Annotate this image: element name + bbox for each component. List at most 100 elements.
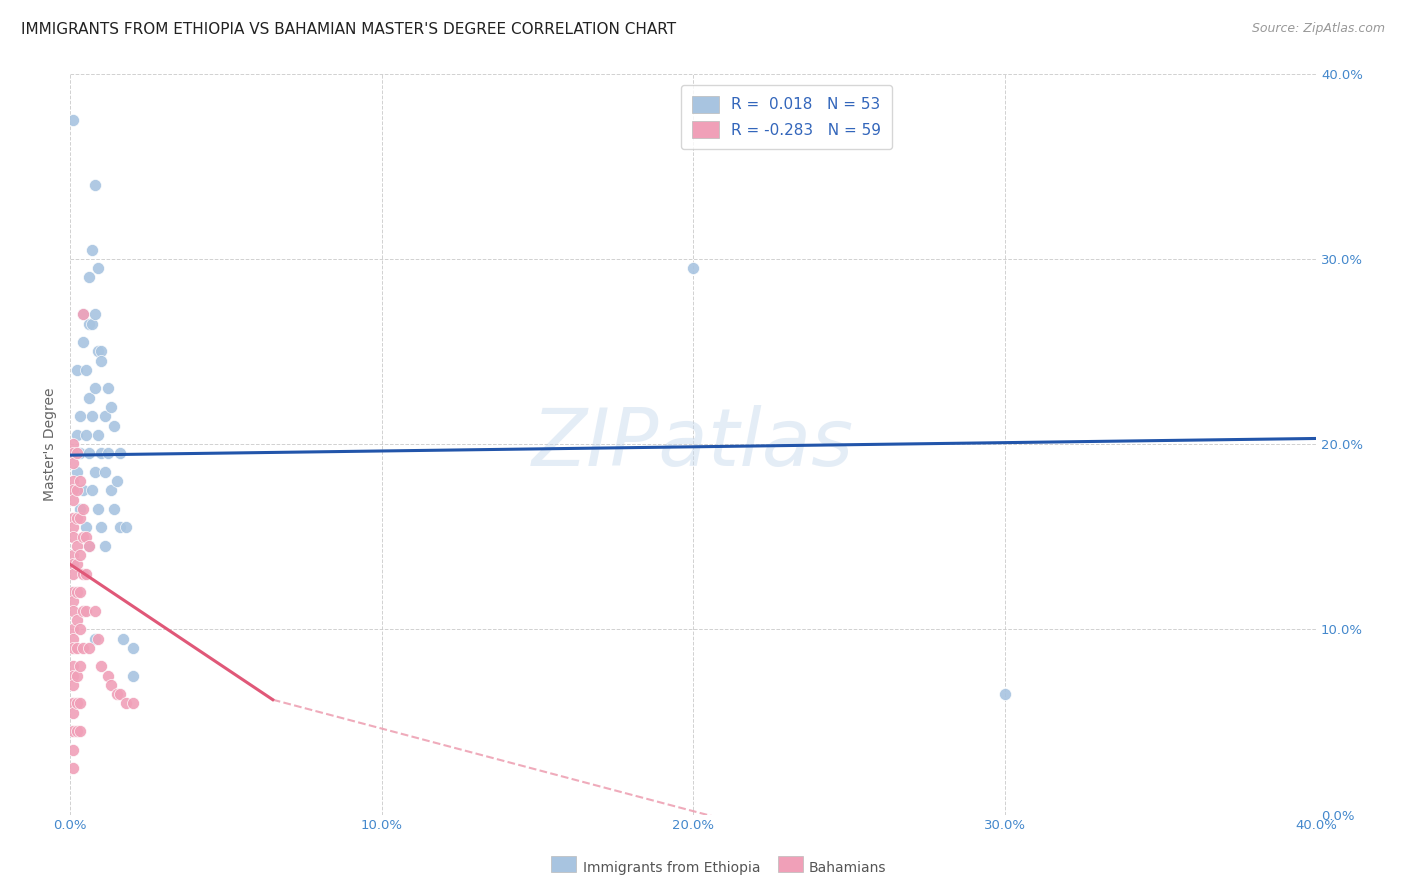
Point [87, 632, 110, 646]
Point [75, 427, 97, 442]
Point [65, 483, 87, 498]
Point [69, 697, 91, 711]
Point [65, 446, 87, 460]
Point [87, 260, 110, 275]
Point [994, 687, 1017, 701]
Point [87, 427, 110, 442]
Point [62, 558, 84, 572]
Point [65, 465, 87, 479]
Point [62, 585, 84, 599]
Point [84, 307, 107, 321]
Point [65, 613, 87, 627]
Point [75, 363, 97, 377]
Point [72, 501, 94, 516]
Point [77, 539, 100, 553]
Point [62, 761, 84, 775]
Point [682, 260, 704, 275]
Point [103, 418, 125, 433]
Point [72, 307, 94, 321]
Y-axis label: Master's Degree: Master's Degree [44, 387, 58, 500]
Point [75, 520, 97, 534]
Point [62, 446, 84, 460]
Point [65, 640, 87, 655]
Point [105, 687, 128, 701]
Text: ZIPatlas: ZIPatlas [531, 405, 855, 483]
Text: Bahamians: Bahamians [808, 861, 886, 875]
Point [65, 511, 87, 525]
Point [72, 640, 94, 655]
Point [62, 446, 84, 460]
Point [75, 604, 97, 618]
Legend: R =  0.018   N = 53, R = -0.283   N = 59: R = 0.018 N = 53, R = -0.283 N = 59 [681, 85, 893, 149]
Text: Source: ZipAtlas.com: Source: ZipAtlas.com [1251, 22, 1385, 36]
Point [62, 474, 84, 488]
Point [90, 353, 112, 368]
Point [62, 492, 84, 507]
Point [62, 437, 84, 451]
Point [84, 381, 107, 395]
Point [62, 548, 84, 562]
Point [84, 604, 107, 618]
Point [62, 678, 84, 692]
Point [62, 632, 84, 646]
Point [121, 697, 143, 711]
Point [90, 344, 112, 359]
Point [62, 530, 84, 544]
Point [115, 697, 138, 711]
Text: IMMIGRANTS FROM ETHIOPIA VS BAHAMIAN MASTER'S DEGREE CORRELATION CHART: IMMIGRANTS FROM ETHIOPIA VS BAHAMIAN MAS… [21, 22, 676, 37]
Bar [778, 856, 803, 872]
Point [62, 566, 84, 581]
Point [62, 697, 84, 711]
Point [93, 409, 115, 424]
Point [62, 520, 84, 534]
Point [62, 706, 84, 720]
Point [62, 640, 84, 655]
Point [65, 363, 87, 377]
Point [100, 483, 122, 498]
Point [65, 539, 87, 553]
Point [69, 585, 91, 599]
Point [69, 511, 91, 525]
Point [90, 659, 112, 673]
Point [62, 112, 84, 127]
Point [108, 687, 131, 701]
Point [69, 409, 91, 424]
Text: Immigrants from Ethiopia: Immigrants from Ethiopia [583, 861, 761, 875]
Point [77, 391, 100, 405]
Point [65, 697, 87, 711]
Point [69, 724, 91, 739]
Point [84, 465, 107, 479]
Point [62, 724, 84, 739]
Point [72, 530, 94, 544]
Point [62, 668, 84, 682]
Point [97, 446, 120, 460]
Point [69, 622, 91, 636]
Point [90, 446, 112, 460]
Point [72, 604, 94, 618]
Point [105, 474, 128, 488]
Point [62, 622, 84, 636]
Point [121, 668, 143, 682]
Point [72, 483, 94, 498]
Point [93, 465, 115, 479]
Point [65, 427, 87, 442]
Point [69, 446, 91, 460]
Point [100, 678, 122, 692]
Point [72, 335, 94, 350]
Point [69, 659, 91, 673]
Point [62, 604, 84, 618]
Point [72, 307, 94, 321]
Point [84, 178, 107, 192]
Point [69, 548, 91, 562]
Point [77, 270, 100, 285]
Point [103, 501, 125, 516]
Point [97, 381, 120, 395]
Point [62, 456, 84, 470]
Point [87, 344, 110, 359]
Point [62, 594, 84, 608]
Point [108, 520, 131, 534]
Point [82, 483, 104, 498]
Point [62, 742, 84, 756]
Point [62, 511, 84, 525]
Point [93, 539, 115, 553]
